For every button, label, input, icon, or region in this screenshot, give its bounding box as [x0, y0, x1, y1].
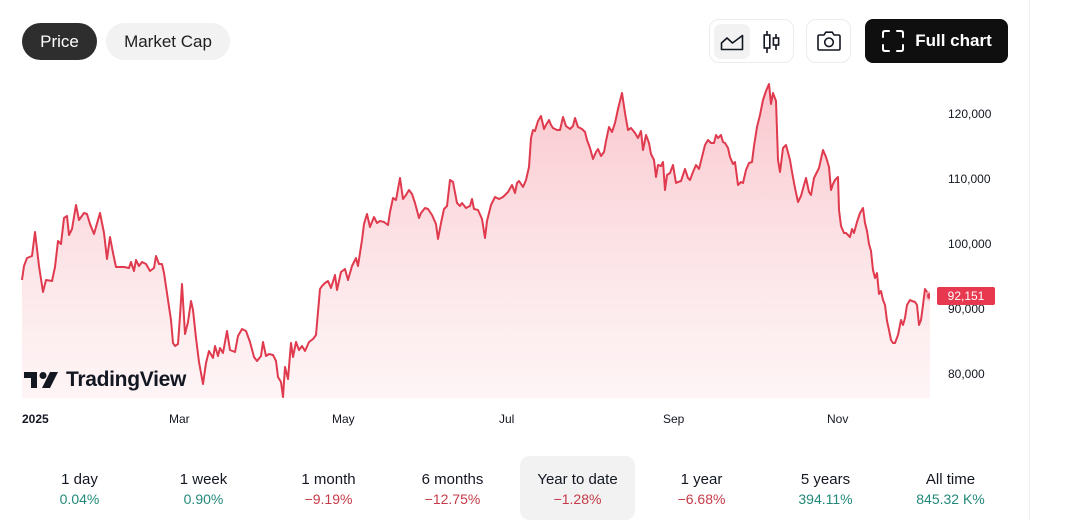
- chart-type-toggle: [709, 19, 794, 63]
- y-tick-label: 120,000: [948, 107, 992, 121]
- y-tick-label: 100,000: [948, 237, 992, 251]
- x-tick-label: May: [332, 412, 355, 426]
- period-label: All time: [925, 471, 976, 488]
- x-tick-label: Jul: [499, 412, 515, 426]
- full-chart-button[interactable]: Full chart: [865, 19, 1008, 63]
- y-tick-label: 90,000: [948, 302, 985, 316]
- period-label: 1 day: [61, 471, 98, 488]
- period-1-month[interactable]: 1 month −9.19%: [271, 456, 386, 520]
- price-area: [22, 84, 930, 398]
- period-change: −12.75%: [424, 491, 481, 507]
- x-tick-label: Nov: [827, 412, 849, 426]
- candlestick-chart-button[interactable]: [754, 24, 790, 59]
- period-label: 5 years: [800, 471, 851, 488]
- full-chart-label: Full chart: [915, 31, 992, 50]
- period-1-week[interactable]: 1 week 0.90%: [146, 456, 261, 520]
- period-change: −6.68%: [677, 491, 726, 507]
- period-change: 0.90%: [183, 491, 224, 507]
- period-change: 845.32 K%: [916, 491, 985, 507]
- right-divider: [1029, 0, 1030, 520]
- period-1-day[interactable]: 1 day 0.04%: [22, 456, 137, 520]
- period-performance-row: 1 day 0.04% 1 week 0.90% 1 month −9.19% …: [18, 456, 1018, 520]
- period-5-years[interactable]: 5 years 394.11%: [768, 456, 883, 520]
- period-change: 394.11%: [798, 491, 853, 507]
- area-chart-button[interactable]: [714, 24, 750, 59]
- x-tick-label: Sep: [663, 412, 685, 426]
- current-price-tag: 92,151: [937, 287, 995, 305]
- camera-icon: [816, 31, 841, 51]
- period-1-year[interactable]: 1 year −6.68%: [644, 456, 759, 520]
- y-tick-label: 110,000: [948, 172, 991, 186]
- period-change: 0.04%: [59, 491, 100, 507]
- x-tick-label: Mar: [169, 412, 190, 426]
- period-label: 6 months: [421, 471, 484, 488]
- y-tick-label: 80,000: [948, 367, 985, 381]
- period-label: 1 month: [301, 471, 356, 488]
- tradingview-wordmark: TradingView: [66, 368, 187, 391]
- x-tick-label: 2025: [22, 412, 49, 426]
- period-label: 1 year: [680, 471, 723, 488]
- period-label: Year to date: [537, 471, 618, 488]
- period-label: 1 week: [179, 471, 228, 488]
- fullscreen-icon: [882, 30, 905, 52]
- period-change: −9.19%: [304, 491, 353, 507]
- price-line: [21, 83, 930, 398]
- period-change: −1.28%: [553, 491, 602, 507]
- snapshot-button[interactable]: [806, 19, 851, 63]
- period-6-months[interactable]: 6 months −12.75%: [395, 456, 510, 520]
- period-all-time[interactable]: All time 845.32 K%: [893, 456, 1008, 520]
- tradingview-logo-icon: [24, 372, 58, 388]
- tab-price[interactable]: Price: [22, 23, 97, 60]
- area-chart-icon: [720, 34, 744, 50]
- tradingview-logo[interactable]: TradingView: [24, 368, 186, 392]
- price-chart[interactable]: [0, 70, 930, 400]
- candlestick-icon: [763, 30, 780, 53]
- period-year-to-date[interactable]: Year to date −1.28%: [520, 456, 635, 520]
- tab-market-cap[interactable]: Market Cap: [106, 23, 230, 60]
